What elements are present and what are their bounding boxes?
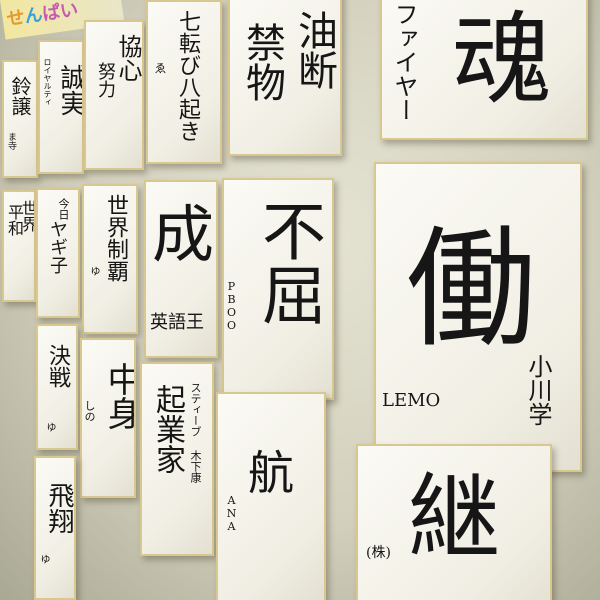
board-signature: ANA <box>225 494 238 533</box>
calligraphy-board: 世界制覇 ゆ <box>82 184 138 334</box>
board-main-text: 成 <box>152 198 215 271</box>
board-sub-text: 英語王 <box>150 312 204 333</box>
board-signature: ゑ <box>153 62 167 74</box>
board-signature: ゆ <box>44 422 55 432</box>
calligraphy-board: 中身 しの <box>80 338 136 498</box>
board-signature: LEMO <box>382 390 441 411</box>
board-signature: ゆ <box>38 554 49 564</box>
board-sub-text: ファイヤー <box>390 2 418 122</box>
board-main-text: 不屈 <box>251 198 325 326</box>
calligraphy-board: 飛翔 ゆ <box>34 456 76 600</box>
calligraphy-board: 鈴譲 ま寺 <box>2 60 38 178</box>
board-sub-text: 世界 <box>19 200 36 232</box>
board-main-text: 鈴譲 <box>8 76 32 116</box>
calligraphy-board: 誠実 ロイヤルティ <box>38 40 84 174</box>
banner-char: ぱい <box>41 0 80 26</box>
board-main-text: 世界制覇 <box>103 194 128 282</box>
calligraphy-board: 協心 努力 <box>84 20 144 170</box>
board-main-text: 中身 <box>101 362 136 430</box>
board-sub-text: 禁物 <box>239 22 285 102</box>
board-signature: ゆ <box>88 266 99 276</box>
calligraphy-board: 油断 禁物 <box>228 0 342 156</box>
calligraphy-board: 七転び八起き ゑ <box>146 0 222 164</box>
board-main-text: 魂 <box>452 1 552 118</box>
board-main-text: 油断 <box>291 10 337 90</box>
board-signature: しの <box>83 400 96 422</box>
calligraphy-board: 決戦 ゆ <box>36 324 78 450</box>
calligraphy-board: 平和 世界 <box>2 190 36 302</box>
board-main-text: 七転び八起き <box>175 10 200 142</box>
board-signature: PBOO <box>225 280 238 332</box>
board-signature: ロイヤルティ <box>43 58 52 106</box>
board-main-text: 航 <box>248 446 294 500</box>
calligraphy-board: 魂 ファイヤー <box>380 0 588 140</box>
board-main-text: 飛翔 <box>44 482 74 534</box>
calligraphy-board: 成 英語王 <box>144 180 218 358</box>
board-signature: (株) <box>366 545 391 561</box>
board-signature: 小川学 <box>524 354 552 426</box>
calligraphy-board: 起業家 スティーブ 木下康 <box>140 362 214 556</box>
board-signature: スティーブ 木下康 <box>189 382 202 483</box>
board-sub-text: 努力 <box>95 62 116 98</box>
board-main-text: 働 <box>406 213 537 365</box>
calligraphy-board: ヤギ子 今日 <box>36 188 80 318</box>
board-main-text: 継 <box>408 464 501 571</box>
board-main-text: 決戦 <box>45 344 70 388</box>
board-main-text: 起業家 <box>150 384 185 474</box>
board-main-text: ヤギ子 <box>47 220 68 274</box>
calligraphy-board: 航 ANA <box>216 392 326 600</box>
board-signature: ま寺 <box>6 132 16 150</box>
board-main-text: 協心 <box>114 34 142 82</box>
calligraphy-board: 継 (株) <box>356 444 552 600</box>
board-main-text: 誠実 <box>56 64 84 116</box>
board-main-text: 平和 <box>5 204 24 236</box>
calligraphy-board: 働 LEMO 小川学 <box>374 162 582 472</box>
board-sub-text: 今日 <box>57 198 70 220</box>
calligraphy-board: 不屈 PBOO <box>222 178 334 400</box>
